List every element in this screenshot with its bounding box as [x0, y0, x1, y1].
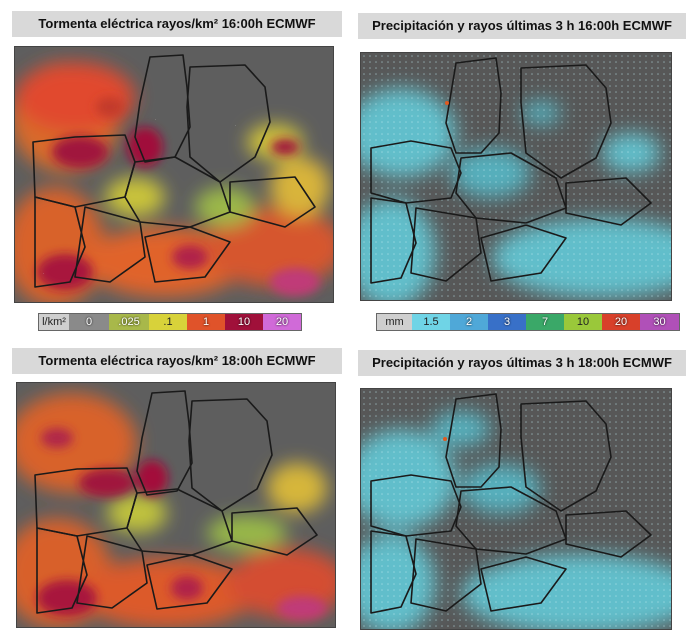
- panel-title: Precipitación y rayos últimas 3 h 16:00h…: [358, 13, 686, 39]
- legend-label: 30: [640, 314, 679, 330]
- svg-text:·: ·: [43, 271, 44, 276]
- lightning-legend: l/km² 0 .025 .1 1 10 20: [38, 313, 302, 331]
- svg-text:·: ·: [155, 117, 156, 122]
- lightning-density-map: [16, 382, 336, 628]
- lightning-marker-icon: [443, 437, 447, 441]
- precip-map-svg: [361, 53, 671, 300]
- legend-label: 1.5: [412, 314, 450, 330]
- legend-label: 1: [187, 314, 225, 330]
- lightning-map-svg: [17, 383, 335, 627]
- svg-text:·: ·: [235, 123, 236, 128]
- precipitation-map: [360, 52, 672, 301]
- panel-title: Tormenta eléctrica rayos/km² 16:00h ECMW…: [12, 11, 342, 37]
- legend-label: 0: [69, 314, 109, 330]
- legend-unit: mm: [377, 314, 412, 330]
- precip-map-svg: [361, 389, 671, 629]
- legend-label: 3: [488, 314, 526, 330]
- panel-title: Precipitación y rayos últimas 3 h 18:00h…: [358, 350, 686, 376]
- lightning-map-svg: · · ·: [15, 47, 333, 302]
- legend-unit: l/km²: [39, 314, 69, 330]
- panel-title: Tormenta eléctrica rayos/km² 18:00h ECMW…: [12, 348, 342, 374]
- precipitation-map: [360, 388, 672, 630]
- legend-label: 2: [450, 314, 488, 330]
- legend-label: 20: [602, 314, 640, 330]
- lightning-density-map: · · ·: [14, 46, 334, 303]
- legend-label: .025: [109, 314, 149, 330]
- legend-label: 20: [263, 314, 301, 330]
- legend-label: .1: [149, 314, 187, 330]
- lightning-marker-icon: [445, 101, 449, 105]
- precip-legend: mm 1.5 2 3 7 10 20 30: [376, 313, 680, 331]
- legend-label: 10: [564, 314, 602, 330]
- legend-label: 7: [526, 314, 564, 330]
- legend-label: 10: [225, 314, 263, 330]
